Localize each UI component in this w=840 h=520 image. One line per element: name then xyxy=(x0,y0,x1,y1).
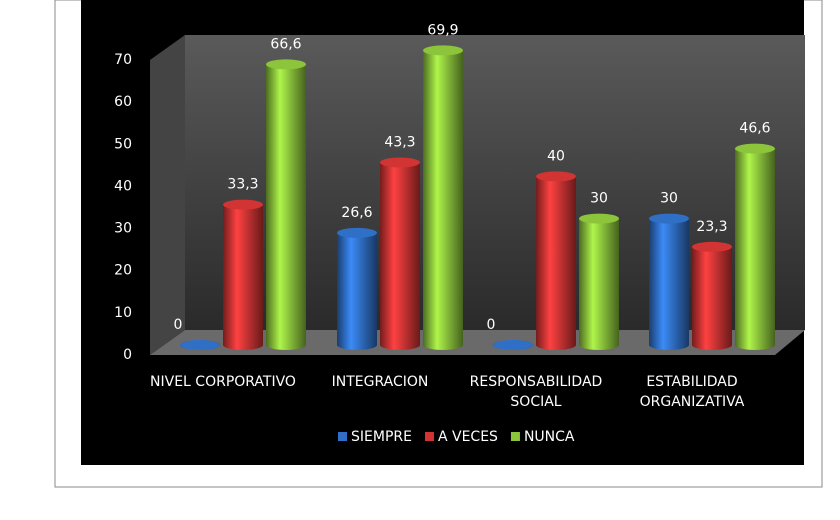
legend-swatch xyxy=(338,432,347,441)
value-label: 40 xyxy=(547,148,565,164)
bar-top xyxy=(692,241,732,252)
floor xyxy=(150,330,805,355)
x-tick-label: INTEGRACION xyxy=(331,374,429,390)
bar xyxy=(735,143,775,350)
bar-body xyxy=(337,232,377,345)
bar-top xyxy=(423,45,463,56)
y-tick-label: 60 xyxy=(114,94,132,110)
bar xyxy=(579,213,619,350)
y-tick-label: 20 xyxy=(114,263,132,279)
value-label: 26,6 xyxy=(341,205,372,221)
value-label: 30 xyxy=(660,191,678,207)
bar-body xyxy=(579,218,619,345)
value-label: 46,6 xyxy=(739,121,770,137)
value-label: 30 xyxy=(590,191,608,207)
bar xyxy=(649,213,689,350)
bar-body xyxy=(536,176,576,345)
bar-top xyxy=(579,213,619,224)
y-tick-label: 0 xyxy=(123,347,132,363)
y-tick-label: 70 xyxy=(114,52,132,68)
value-label: 33,3 xyxy=(227,177,258,193)
bar xyxy=(337,227,377,350)
legend-swatch xyxy=(424,432,434,441)
y-tick-label: 50 xyxy=(114,136,132,152)
bar xyxy=(493,340,533,350)
value-label: 0 xyxy=(174,317,183,333)
bar-body xyxy=(380,162,420,345)
bar xyxy=(692,241,732,350)
bar-top xyxy=(266,59,306,70)
bar-top xyxy=(180,340,220,350)
bar-top xyxy=(223,199,263,210)
bar-top xyxy=(380,157,420,168)
bar xyxy=(266,59,306,350)
legend-swatch xyxy=(510,432,520,441)
bar-top xyxy=(493,340,533,350)
bar-top xyxy=(337,227,377,238)
bar-top xyxy=(735,143,775,154)
bar xyxy=(223,199,263,350)
bar-body xyxy=(735,148,775,345)
bar-body xyxy=(266,64,306,345)
value-label: 0 xyxy=(487,317,496,333)
bar xyxy=(380,157,420,350)
bar-body xyxy=(649,218,689,345)
bar-body xyxy=(223,204,263,345)
side-wall xyxy=(150,35,185,355)
bar xyxy=(536,171,576,350)
value-label: 69,9 xyxy=(427,22,458,38)
bar-body xyxy=(423,50,463,346)
legend-label: SIEMPRE xyxy=(351,429,412,445)
bar-top xyxy=(536,171,576,182)
x-tick-label: ESTABILIDAD ORGANIZATIVA xyxy=(639,374,745,410)
x-tick-label: RESPONSABILIDAD SOCIAL xyxy=(469,374,603,410)
bar-top xyxy=(649,213,689,224)
legend-label: NUNCA xyxy=(524,429,575,445)
value-label: 43,3 xyxy=(384,135,415,151)
y-tick-label: 10 xyxy=(114,305,132,321)
bar xyxy=(423,45,463,350)
y-tick-label: 40 xyxy=(114,178,132,194)
value-label: 66,6 xyxy=(270,36,301,52)
y-tick-label: 30 xyxy=(114,221,132,237)
bar xyxy=(180,340,220,350)
value-label: 23,3 xyxy=(696,219,727,235)
x-tick-label: NIVEL CORPORATIVO xyxy=(150,374,296,390)
bar-body xyxy=(692,246,732,345)
legend-label: A VECES xyxy=(438,429,498,445)
